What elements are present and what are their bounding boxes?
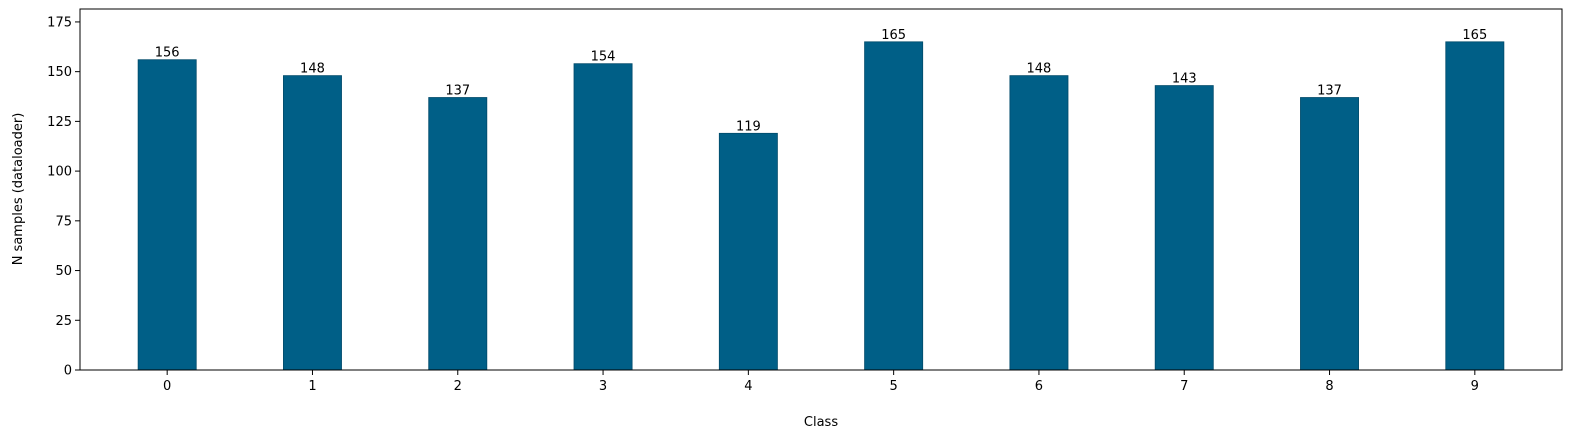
data-label-class-5: 165 <box>881 28 906 43</box>
bar-class-9 <box>1445 41 1505 371</box>
data-label-class-7: 143 <box>1172 72 1197 87</box>
y-axis-ticks: 0 25 50 75 100 125 150 175 <box>47 15 80 379</box>
y-axis-label: N samples (dataloader) <box>11 113 26 266</box>
bar-class-8 <box>1300 97 1359 371</box>
bar-class-2 <box>428 97 488 371</box>
data-label-class-0: 156 <box>155 46 180 61</box>
x-tick-label-3: 3 <box>599 379 607 394</box>
data-labels-group: 156 148 137 154 119 165 148 143 137 165 <box>155 28 1487 134</box>
data-label-class-2: 137 <box>445 84 470 99</box>
bar-class-0 <box>137 59 197 371</box>
x-tick-label-0: 0 <box>163 379 171 394</box>
y-tick-label-0: 0 <box>64 364 72 379</box>
x-tick-label-9: 9 <box>1471 379 1479 394</box>
bar-class-3 <box>573 63 633 371</box>
y-tick-label-175: 175 <box>47 15 72 30</box>
y-tick-label-150: 150 <box>47 65 72 80</box>
bar-class-5 <box>864 41 924 371</box>
x-tick-label-4: 4 <box>744 379 752 394</box>
x-tick-label-7: 7 <box>1180 379 1188 394</box>
data-label-class-6: 148 <box>1027 62 1052 77</box>
y-tick-label-25: 25 <box>55 314 72 329</box>
data-label-class-9: 165 <box>1462 28 1487 43</box>
data-label-class-1: 148 <box>300 62 325 77</box>
y-tick-label-100: 100 <box>47 165 72 180</box>
y-tick-label-75: 75 <box>55 214 72 229</box>
x-tick-label-8: 8 <box>1325 379 1333 394</box>
x-tick-label-5: 5 <box>890 379 898 394</box>
x-tick-label-1: 1 <box>308 379 316 394</box>
bar-class-6 <box>1009 75 1069 371</box>
x-axis-ticks: 0 1 2 3 4 5 6 7 8 9 <box>163 370 1479 394</box>
bar-class-7 <box>1154 85 1214 371</box>
plot-area-frame <box>79 8 1563 371</box>
data-label-class-8: 137 <box>1317 84 1342 99</box>
bar-class-1 <box>283 75 342 371</box>
bars-group <box>137 41 1505 371</box>
x-tick-label-2: 2 <box>454 379 462 394</box>
y-tick-label-125: 125 <box>47 115 72 130</box>
bar-class-4 <box>718 132 778 371</box>
y-tick-label-50: 50 <box>55 264 72 279</box>
data-label-class-3: 154 <box>591 50 616 65</box>
x-axis-label: Class <box>804 415 838 430</box>
data-label-class-4: 119 <box>736 119 761 134</box>
x-tick-label-6: 6 <box>1035 379 1043 394</box>
